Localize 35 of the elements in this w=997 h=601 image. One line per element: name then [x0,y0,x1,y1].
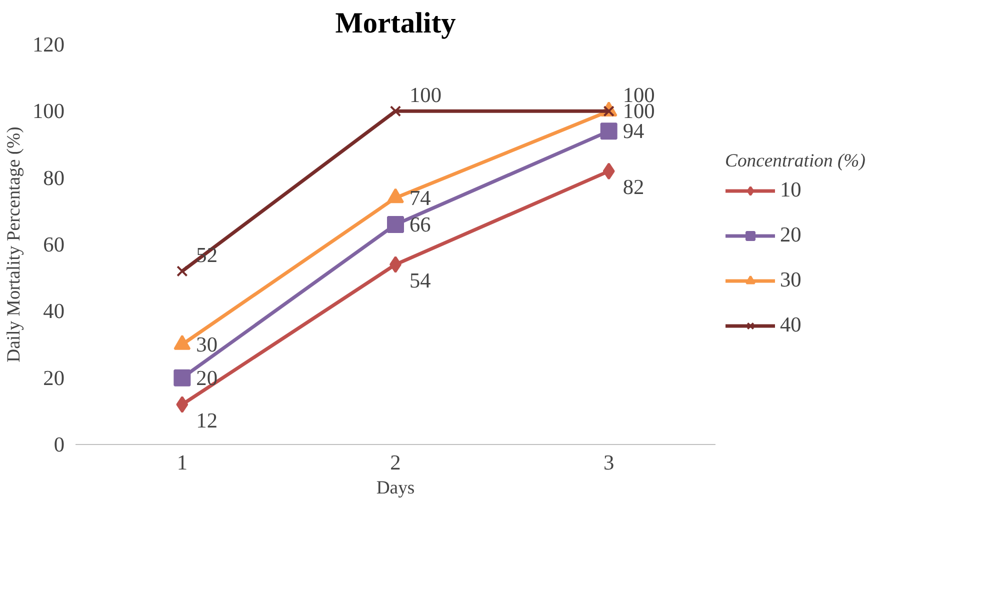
point [174,369,191,386]
y-axis-title: Daily Mortality Percentage (%) [4,126,25,362]
data-label: 12 [196,408,218,432]
data-label: 54 [410,268,432,292]
data-label: 74 [410,186,432,210]
y-tick-label: 60 [43,232,64,256]
legend-label: 20 [780,222,802,248]
legend-label: 10 [780,178,802,202]
point [390,256,402,273]
point [387,216,404,233]
legend-label: 30 [780,268,802,292]
data-label: 94 [622,119,644,144]
y-tick-label: 100 [32,99,65,124]
x-axis-title: Days [376,478,415,498]
data-label: 30 [196,332,218,356]
data-label: 66 [410,212,432,236]
y-tick-label: 20 [43,366,64,390]
legend-label: 40 [780,312,802,338]
point [176,396,188,413]
data-label: 82 [622,175,644,200]
data-label: 100 [410,83,442,108]
chart-title: Mortality [335,8,456,40]
x-tick-label: 1 [176,450,188,474]
point [176,266,188,277]
point [600,122,618,140]
y-tick-label: 120 [32,32,65,56]
data-label: 20 [196,366,218,390]
x-tick-label: 3 [604,450,614,474]
point [390,106,402,117]
point [602,162,615,180]
legend-title: Concentration (%) [725,150,866,172]
y-tick-label: 40 [43,299,64,324]
y-tick-label: 0 [54,432,65,456]
y-tick-label: 80 [43,166,64,190]
x-tick-label: 2 [390,450,401,474]
